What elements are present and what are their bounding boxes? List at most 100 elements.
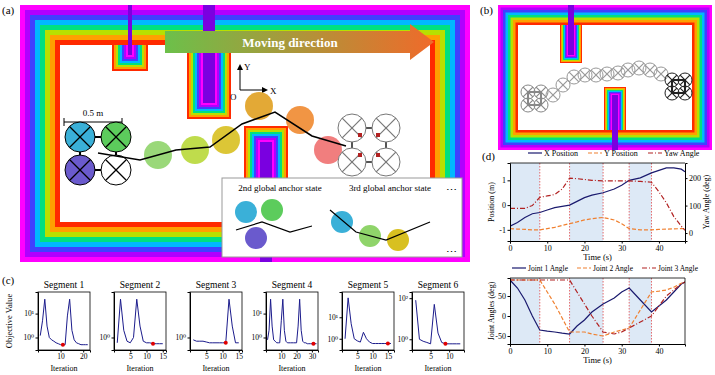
figure: Moving direction0.5 mXYO2nd global ancho… — [0, 0, 715, 375]
best-point — [61, 343, 65, 347]
series-line — [510, 280, 685, 334]
tick-label: 10 — [143, 352, 151, 361]
tick-label: 10 — [544, 347, 552, 356]
segment-chart: 51010⁰10²Segment 6Iteration — [397, 280, 464, 373]
series-line — [117, 299, 163, 344]
xticks-axis: 010203040 — [509, 241, 686, 253]
tick-mark — [685, 206, 688, 207]
joint — [358, 133, 362, 137]
rotor — [372, 114, 400, 142]
rotor-cross — [634, 63, 644, 73]
plot-frame — [412, 292, 464, 350]
rotor-cross — [680, 88, 690, 98]
tick: 10⁰ — [175, 333, 190, 342]
rotor-cross — [376, 118, 396, 138]
legend-label: X Position — [544, 149, 578, 158]
tick-mark — [508, 205, 511, 206]
tick: 20 — [80, 350, 88, 361]
tick: 200 — [685, 174, 701, 183]
legend-label: Yaw Angle — [664, 149, 700, 158]
tick-mark — [264, 314, 267, 315]
tick-mark — [508, 296, 511, 297]
x-axis-title: Iteration — [354, 364, 381, 373]
arrow-text: Moving direction — [242, 35, 338, 50]
axis-name: O — [230, 92, 237, 102]
tick-label: 100 — [689, 202, 701, 211]
tick-label: 15 — [385, 352, 393, 361]
tick-label: 1 — [502, 176, 506, 185]
legend-label: Y Position — [604, 149, 638, 158]
rotor-cross — [70, 160, 91, 181]
obstacle-layer — [187, 45, 231, 119]
yticks-axis: -50050 — [495, 279, 510, 345]
xticks-axis: 5 10 15 — [343, 350, 395, 361]
rotor-cross — [634, 63, 644, 73]
tick-label: 20 — [80, 352, 88, 361]
tick: 10⁰ — [397, 335, 412, 344]
xticks-axis: 51015 — [115, 350, 168, 361]
axis-arrow — [240, 90, 262, 91]
tick-mark — [410, 298, 413, 299]
tick: 40 — [655, 241, 663, 253]
plot-frame — [38, 292, 90, 350]
axis-line — [508, 164, 511, 242]
plot-area — [193, 299, 239, 345]
segment-boundary — [629, 163, 630, 241]
tick-label: 10⁰ — [251, 333, 262, 342]
direction-arrow — [165, 24, 434, 60]
tick-label: -1 — [499, 226, 506, 235]
rotor-cross — [523, 100, 533, 110]
link — [261, 199, 283, 221]
tick-label: 10 — [369, 352, 377, 361]
tick: 20 — [581, 241, 589, 253]
x-axis-title: Time (s) — [583, 252, 612, 262]
axis-line — [410, 293, 413, 351]
rotor-cross — [667, 88, 677, 98]
rotor-cross — [536, 100, 546, 110]
tick-mark — [340, 339, 343, 340]
yticks-axis: 10⁰ — [175, 293, 190, 351]
yticks-axis: 10⁰10¹ — [251, 293, 266, 351]
series-line — [510, 217, 685, 229]
series-line — [510, 178, 685, 230]
obstacle — [187, 45, 231, 119]
obstacle — [560, 25, 582, 63]
series-line — [510, 280, 685, 336]
legend-swatch — [642, 267, 656, 268]
tick-label: 10¹ — [328, 313, 338, 322]
segment-shade — [570, 278, 604, 344]
axis-line — [112, 293, 115, 351]
tick: 10² — [398, 294, 412, 303]
chart-title: Segment 6 — [418, 280, 459, 290]
tick: 5 — [356, 350, 360, 361]
best-point — [311, 342, 315, 346]
tick: 30 — [618, 344, 626, 356]
tick: -1 — [499, 226, 510, 235]
tick-label: 20 — [293, 352, 301, 361]
rotor-cross — [523, 87, 533, 97]
y-axis-title: Objective Value — [4, 294, 14, 349]
chart-title: Segment 5 — [348, 280, 389, 290]
tick: 15 — [236, 350, 244, 361]
obstacle-layer — [195, 45, 223, 111]
segment-chart: 5 10 15 10⁰ 10¹ Segment 5 Iteration — [327, 280, 394, 373]
tick: 10 — [446, 350, 454, 361]
time-chart: 010203040-1010100200Yaw Angle (deg)Time … — [487, 149, 711, 262]
frame-right — [685, 278, 686, 344]
joint — [376, 133, 380, 137]
obstacle-layer — [201, 45, 217, 105]
tick-label: 30 — [618, 347, 626, 356]
x-axis-title: Iteration — [126, 364, 153, 373]
tick-label: 10⁰ — [397, 335, 408, 344]
series-line — [345, 298, 391, 344]
tick: 30 — [309, 350, 317, 361]
tick-label: 40 — [655, 347, 663, 356]
x-axis-title: Time (s) — [583, 355, 612, 365]
segment-boundary — [603, 278, 604, 344]
tick: 30 — [618, 241, 626, 253]
obstacle-layer — [116, 45, 144, 67]
chart-title: Segment 2 — [120, 280, 161, 290]
tick-label: 10⁰ — [175, 333, 186, 342]
tick: 10⁰ — [327, 335, 342, 344]
axis-line — [188, 293, 191, 351]
